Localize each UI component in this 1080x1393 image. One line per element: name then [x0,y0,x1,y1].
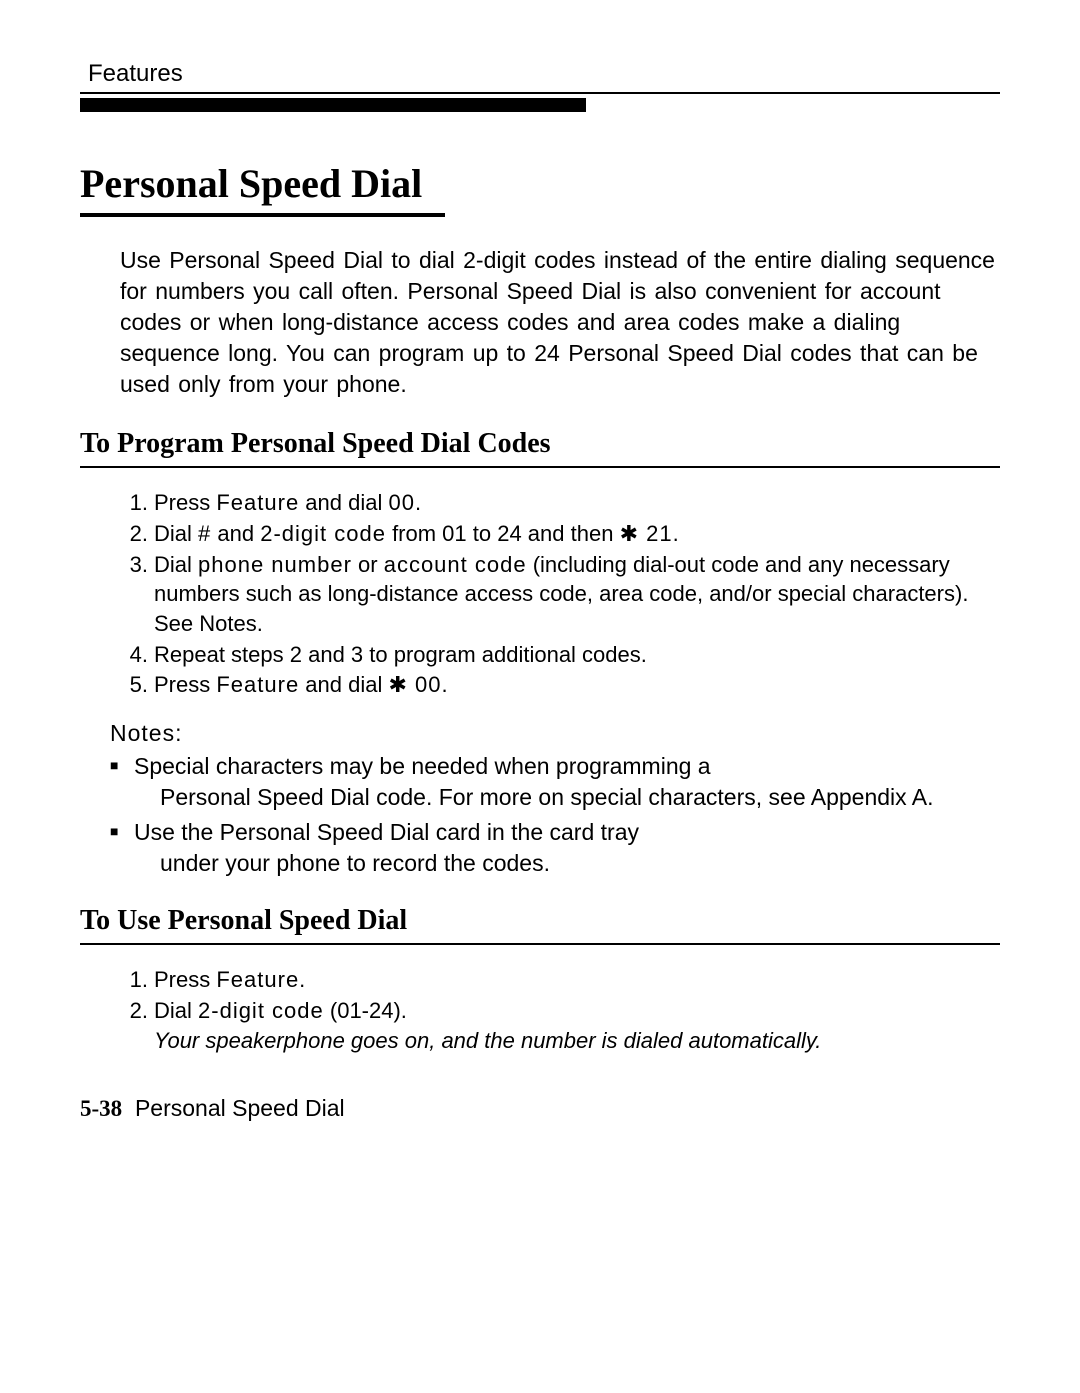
title-underline [80,213,445,217]
footer: 5-38 Personal Speed Dial [80,1095,1000,1122]
top-rule [80,92,1000,120]
note-item: ■ Use the Personal Speed Dial card in th… [110,817,1000,879]
two-digit-code: 2-digit code [198,998,324,1023]
step-2: 2. Dial # and 2-digit code from 01 to 24… [120,519,1000,549]
key-feature: Feature. [216,967,306,992]
section-heading-use: To Use Personal Speed Dial [80,905,1000,937]
two-digit-code: 2-digit code [260,521,386,546]
code-star-00: ✱ 00. [388,672,448,697]
step-1: 1. Press Feature. [120,965,1000,995]
result-text: Your speakerphone goes on, and the numbe… [154,1028,821,1053]
program-steps: 1. Press Feature and dial 00. 2. Dial # … [120,488,1000,700]
step-number: 1. [120,488,148,518]
code-00: 00. [388,490,422,515]
text: Use the Personal Speed Dial card in the … [134,819,639,845]
step-1: 1. Press Feature and dial 00. [120,488,1000,518]
text: (01-24). [324,998,407,1023]
code-star-21: ✱ 21. [620,521,680,546]
running-head: Features [88,60,1000,88]
step-body: Press Feature and dial 00. [154,488,1000,518]
phone-number: phone number [198,552,352,577]
notes-list: ■ Special characters may be needed when … [110,751,1000,879]
step-2: 2. Dial 2-digit code (01-24). Your speak… [120,996,1000,1055]
text: and dial [299,490,388,515]
page-number: 5-38 [80,1096,122,1121]
bullet-icon: ■ [110,751,134,813]
top-rule-thin [80,92,1000,94]
text: Press [154,967,216,992]
step-number: 3. [120,550,148,639]
text: and dial [299,672,388,697]
step-body: Dial 2-digit code (01-24). Your speakerp… [154,996,1000,1055]
text: Press [154,490,216,515]
text: Special characters may be needed when pr… [134,753,711,779]
use-steps: 1. Press Feature. 2. Dial 2-digit code (… [120,965,1000,1055]
key-hash: # [198,521,211,546]
step-number: 4. [120,640,148,670]
note-text: Use the Personal Speed Dial card in the … [134,817,1000,879]
footer-title: Personal Speed Dial [135,1095,345,1121]
text: and [211,521,260,546]
step-body: Dial phone number or account code (inclu… [154,550,1000,639]
step-number: 5. [120,670,148,700]
text: under your phone to record the codes. [160,848,1000,879]
text: Dial [154,552,198,577]
note-text: Special characters may be needed when pr… [134,751,1000,813]
page: Features Personal Speed Dial Use Persona… [0,0,1080,1162]
step-number: 1. [120,965,148,995]
note-item: ■ Special characters may be needed when … [110,751,1000,813]
text: Dial [154,521,198,546]
text: Dial [154,998,198,1023]
step-4: 4. Repeat steps 2 and 3 to program addit… [120,640,1000,670]
step-3: 3. Dial phone number or account code (in… [120,550,1000,639]
text: from 01 to 24 and then [386,521,620,546]
section-rule [80,466,1000,468]
step-body: Press Feature. [154,965,1000,995]
account-code: account code [384,552,527,577]
text: Personal Speed Dial code. For more on sp… [160,782,1000,813]
step-body: Dial # and 2-digit code from 01 to 24 an… [154,519,1000,549]
section-heading-program: To Program Personal Speed Dial Codes [80,428,1000,460]
notes-label: Notes: [110,720,1000,747]
key-feature: Feature [216,490,299,515]
step-number: 2. [120,996,148,1055]
key-feature: Feature [216,672,299,697]
top-rule-thick [80,98,586,112]
step-5: 5. Press Feature and dial ✱ 00. [120,670,1000,700]
step-number: 2. [120,519,148,549]
text: or [352,552,384,577]
section-rule [80,943,1000,945]
page-title: Personal Speed Dial [80,160,1000,207]
text: Press [154,672,216,697]
bullet-icon: ■ [110,817,134,879]
step-body: Press Feature and dial ✱ 00. [154,670,1000,700]
step-body: Repeat steps 2 and 3 to program addition… [154,640,1000,670]
intro-paragraph: Use Personal Speed Dial to dial 2-digit … [120,245,1000,400]
